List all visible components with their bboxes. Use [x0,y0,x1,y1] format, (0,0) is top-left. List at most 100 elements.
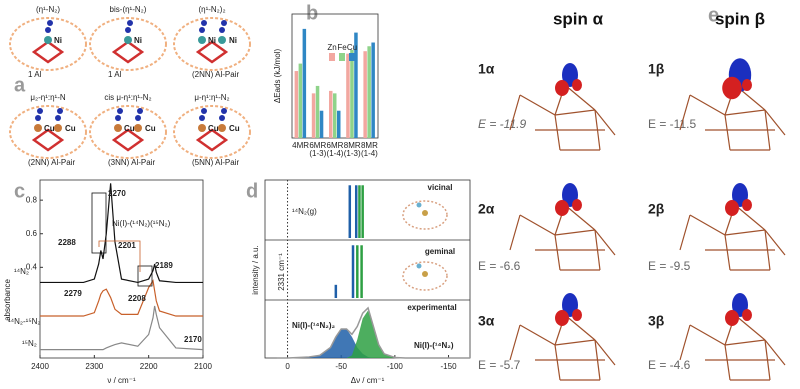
framework-bond [564,314,596,341]
spin-lobe [555,310,569,326]
structure-site: (3NN) Al-Pair [108,158,155,167]
x-axis-label: ν / cm⁻¹ [107,376,136,385]
framework-cage [31,128,65,152]
framework-ring [89,105,167,159]
x-tick-label: 6MR (1-4) [327,141,344,158]
n-atom [221,108,227,114]
structure-title: μ-η¹:η¹-N₂ [194,93,229,102]
bar [363,51,367,139]
atom [416,202,422,208]
framework-bond [734,204,766,231]
n-atom [199,27,205,33]
energy-label: E = -5.7 [478,358,521,372]
series-label: ¹⁴N₂-¹⁵N₂ [8,317,41,326]
framework-bond [594,109,616,136]
energy-label: E = -11.9 [478,117,526,131]
n-atom [45,27,51,33]
framework-bond [764,109,786,136]
framework-bond [724,234,731,271]
spin-lobe [742,309,752,321]
n-atom [199,115,205,121]
peak-box [91,192,107,254]
structure-title: cis μ-η¹:η¹-N₂ [104,93,151,102]
atom-label: Cu [145,124,156,133]
n-atom [35,115,41,121]
framework-bond [724,344,731,381]
metal-atom [44,36,52,44]
bar [311,93,316,138]
framework-cage [195,128,229,152]
metal-atom [218,124,226,132]
structure-title: μ₂-η¹:η¹-N [30,93,65,102]
y-tick-label: 0.8 [26,195,38,204]
framework-bond [679,214,691,251]
n-atom [135,115,141,121]
framework-cage [195,40,229,64]
metal-atom [134,124,142,132]
atom-label: Cu [208,124,219,133]
structure-sketch [402,261,448,291]
framework-bond [509,94,521,131]
metal-atom [54,124,62,132]
structure-sketch [402,200,448,230]
annotation: 2201 [118,241,136,250]
x-tick-label: 8MR (1-3) [344,141,361,158]
x-axis-label: Δν / cm⁻¹ [351,376,385,385]
y-tick-label: 0.6 [26,229,38,238]
bar [319,110,324,138]
x-tick-label: 6MR (1-3) [309,141,326,158]
framework-bond [554,114,561,151]
column-title: spin α [553,9,604,28]
energy-label: E = -9.5 [648,259,691,273]
x-tick-label: 2200 [140,362,158,371]
bar [337,110,341,138]
annotation: 2189 [155,261,173,270]
bracket [98,240,141,272]
bar [333,93,337,138]
framework-bond [564,84,596,111]
spin-lobe [742,199,752,211]
n-atom [47,20,53,26]
structure-title: bis-(η¹-N₂) [110,5,147,14]
atom-label: Ni [54,36,62,45]
experimental-line [276,306,470,359]
atom-label: Ni [229,36,237,45]
structure-site: (5NN) Al-Pair [192,158,239,167]
spectrum-line [40,279,203,317]
atom [416,263,422,269]
n-atom [115,115,121,121]
structure-site: 1 Al [108,70,122,79]
n-atom [127,20,133,26]
spectrum-line [40,183,203,284]
x-tick-label: 2100 [194,362,212,371]
metal-atom [218,36,226,44]
legend-swatch [329,53,335,61]
n-atom [221,20,227,26]
annotation: 2288 [58,238,76,247]
framework-bond [724,114,731,151]
framework-ring [9,105,87,159]
atom-label: Cu [44,124,55,133]
y-axis-label: absorbance [3,279,12,321]
spin-lobe [722,76,742,100]
framework-bond [554,344,561,381]
n-atom [219,27,225,33]
framework-bond [689,324,726,346]
metal-atom [198,124,206,132]
framework-ring [9,17,87,71]
panel-letter: b [306,2,318,24]
spin-lobe [555,80,569,96]
series-label: vicinal [428,183,453,192]
peak-box [137,265,153,287]
x-tick-label: -50 [335,362,347,371]
framework-bond [564,204,596,231]
bar [298,63,303,138]
framework-bond [689,94,726,116]
x-tick-label: 8MR (1-4) [361,141,378,158]
energy-label: E = -4.6 [648,358,691,372]
n-atom [219,115,225,121]
bar [350,49,354,138]
n-atom [201,20,207,26]
y-tick-label: 0.4 [26,262,38,271]
